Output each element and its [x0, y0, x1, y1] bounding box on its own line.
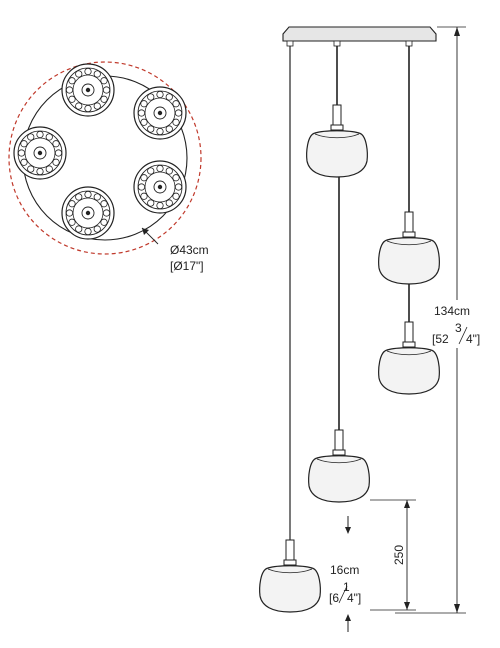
shade-upper-middle [306, 104, 368, 178]
ceiling-canopy [282, 26, 437, 42]
top-diameter-metric: Ø43cm [170, 243, 209, 257]
overall-height-fraction-den: 4"] [466, 332, 480, 346]
diameter-leader-arrowhead [142, 228, 149, 235]
cable-mount-1 [286, 40, 294, 47]
overall-height-fraction-num: 3 [455, 321, 462, 335]
shade-width-imperial-whole: [6 [329, 591, 339, 605]
top-diameter-imperial: [Ø17"] [170, 259, 204, 273]
shade-right-bottom [378, 321, 440, 395]
side-view: 134cm [52 3 4"] 250 16cm [6 1 [259, 26, 488, 632]
spacing-value: 250 [392, 545, 406, 565]
gap-arrows [345, 516, 351, 632]
shade-width-fraction-den: 4"] [347, 591, 361, 605]
overall-height-dimension: 134cm [52 3 4"] [395, 26, 488, 614]
top-shade-4 [133, 160, 187, 214]
top-shade-2 [133, 86, 187, 140]
top-view: Ø43cm [Ø17"] [8, 61, 209, 273]
top-shade-1 [61, 63, 115, 117]
top-shade-3 [13, 126, 67, 180]
side-view-shades [259, 104, 440, 613]
spacing-dimension: 250 [370, 499, 416, 611]
shade-right-top [378, 211, 440, 285]
cable-mount-3 [405, 40, 413, 47]
shade-bottom-left [259, 539, 321, 613]
shade-width-metric: 16cm [330, 563, 359, 577]
overall-height-imperial-whole: [52 [432, 332, 449, 346]
shade-middle-low [308, 429, 370, 503]
outer-dashed-circle [8, 61, 202, 255]
top-view-shades [13, 63, 187, 240]
overall-height-metric: 134cm [434, 304, 470, 318]
shade-width-dimension: 16cm [6 1 4"] [329, 563, 361, 605]
top-shade-5 [61, 186, 115, 240]
cable-mount-2 [333, 40, 341, 47]
